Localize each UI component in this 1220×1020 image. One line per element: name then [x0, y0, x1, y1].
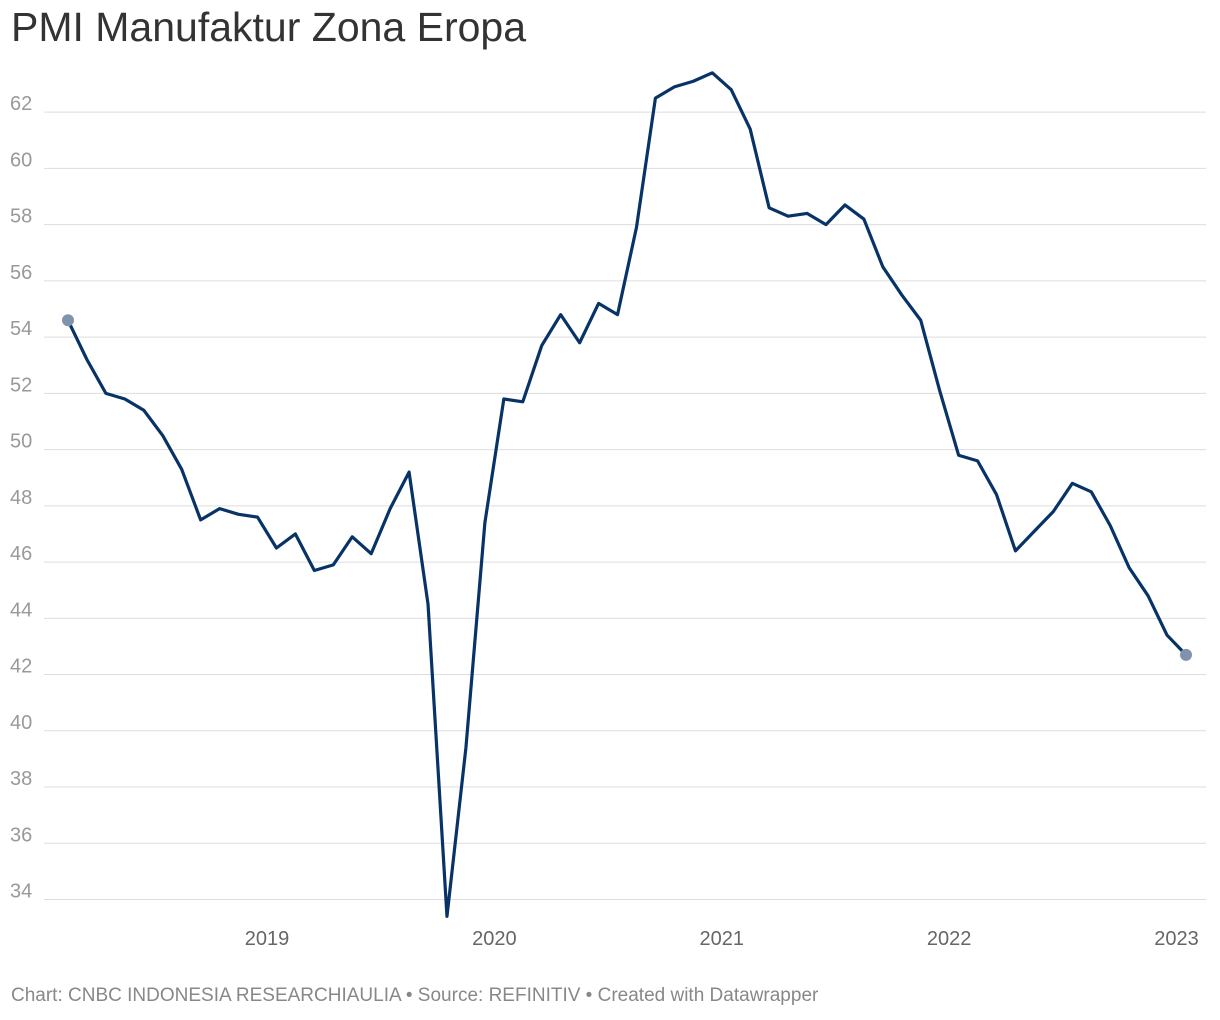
y-tick-label-36: 36	[10, 824, 32, 846]
series-line-pmi	[66, 71, 1188, 918]
chart-title: PMI Manufaktur Zona Eropa	[11, 4, 527, 50]
x-tick-label-2023: 2023	[1154, 928, 1199, 950]
y-tick-label-62: 62	[10, 93, 32, 115]
series-end-point	[1180, 648, 1192, 661]
y-tick-label-50: 50	[10, 431, 32, 453]
x-tick-label-2020: 2020	[472, 928, 517, 950]
y-tick-label-52: 52	[10, 374, 32, 396]
y-tick-label-54: 54	[10, 318, 32, 340]
y-tick-label-46: 46	[10, 543, 32, 565]
y-tick-label-48: 48	[10, 487, 32, 509]
y-tick-label-38: 38	[10, 768, 32, 790]
y-tick-label-42: 42	[10, 656, 32, 678]
x-tick-label-2022: 2022	[927, 928, 972, 950]
chart-footer: Chart: CNBC INDONESIA RESEARCHIAULIA • S…	[11, 985, 819, 1006]
x-axis-tick-labels: 2019 2020 2021 2022 2023	[245, 928, 1199, 950]
gridlines	[44, 111, 1206, 901]
y-tick-label-58: 58	[10, 206, 32, 228]
y-axis-tick-labels: 34 36 38 40 42 44 46 48 50 52 54 56 58 60 62	[10, 93, 32, 902]
y-tick-label-56: 56	[10, 262, 32, 284]
series-start-point	[62, 314, 74, 327]
series-layer	[62, 71, 1192, 918]
y-tick-label-34: 34	[10, 881, 32, 903]
x-tick-label-2019: 2019	[245, 928, 290, 950]
y-tick-label-40: 40	[10, 712, 32, 734]
y-tick-label-44: 44	[10, 599, 32, 621]
y-tick-label-60: 60	[10, 149, 32, 171]
x-tick-label-2021: 2021	[699, 928, 744, 950]
